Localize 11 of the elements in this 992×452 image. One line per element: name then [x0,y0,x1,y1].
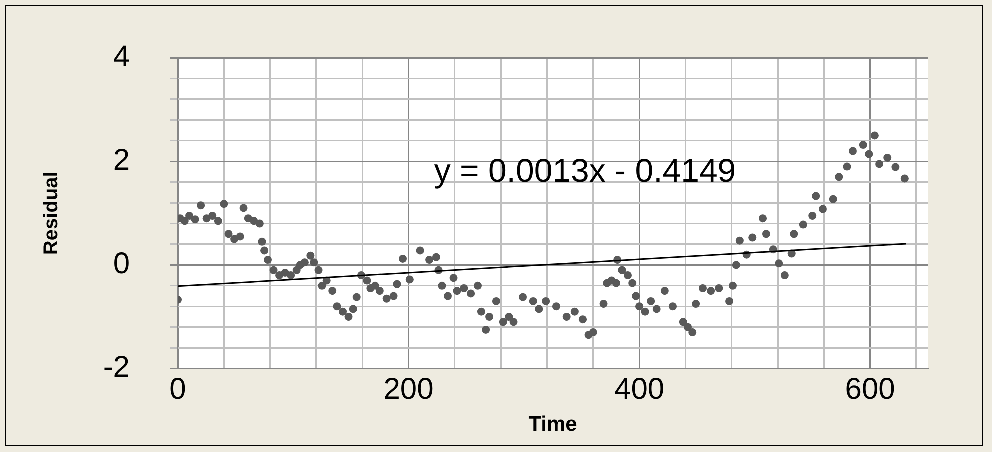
y-tick-label: -2 [103,351,130,384]
x-tick-label: 200 [384,373,434,406]
x-tick-label: 0 [170,373,186,406]
x-axis-title: Time [528,413,578,436]
y-tick-label: 2 [113,144,130,177]
x-tick-label: 600 [845,373,896,406]
x-tick-label: 400 [614,373,665,406]
annotation: y = 0.0013x - 0.4149 [434,152,736,190]
y-tick-label: 0 [113,247,130,280]
y-axis-title: Residual [40,172,63,256]
y-tick-label: 4 [113,40,130,74]
